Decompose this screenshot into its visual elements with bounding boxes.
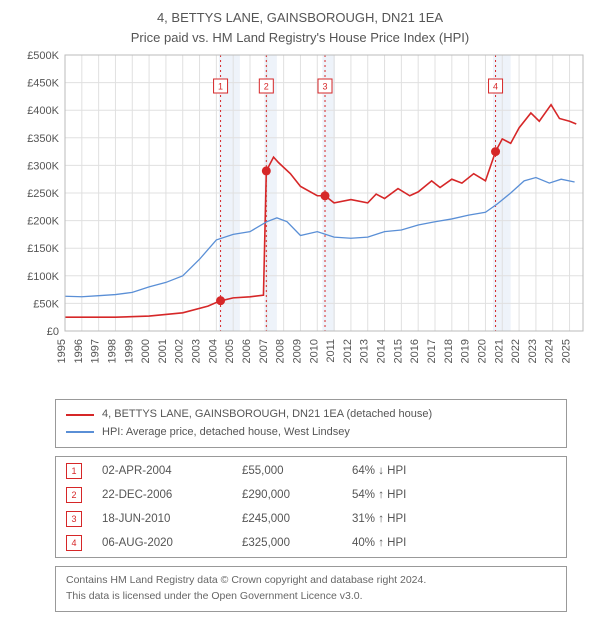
svg-text:2004: 2004 [207, 339, 219, 363]
svg-text:2001: 2001 [156, 339, 168, 363]
svg-text:2020: 2020 [476, 339, 488, 363]
transaction-price: £325,000 [242, 537, 352, 549]
chart-container: 4, BETTYS LANE, GAINSBOROUGH, DN21 1EA P… [0, 0, 600, 622]
transaction-marker: 2 [66, 487, 82, 503]
svg-text:2019: 2019 [459, 339, 471, 363]
svg-text:2024: 2024 [543, 339, 555, 363]
legend-label: HPI: Average price, detached house, West… [102, 424, 350, 442]
attribution-line-2: This data is licensed under the Open Gov… [66, 589, 556, 605]
svg-text:2010: 2010 [308, 339, 320, 363]
svg-text:2003: 2003 [190, 339, 202, 363]
svg-text:2017: 2017 [426, 339, 438, 363]
svg-text:2007: 2007 [257, 339, 269, 363]
legend-swatch [66, 414, 94, 416]
legend: 4, BETTYS LANE, GAINSBOROUGH, DN21 1EA (… [55, 399, 567, 448]
svg-text:2015: 2015 [392, 339, 404, 363]
transaction-price: £290,000 [242, 489, 352, 501]
svg-text:£100K: £100K [27, 271, 59, 283]
title-address: 4, BETTYS LANE, GAINSBOROUGH, DN21 1EA [10, 8, 590, 28]
transaction-price: £55,000 [242, 465, 352, 477]
svg-text:2012: 2012 [341, 339, 353, 363]
transaction-marker: 1 [66, 463, 82, 479]
transaction-delta: 31% ↑ HPI [352, 513, 472, 525]
transaction-delta: 40% ↑ HPI [352, 537, 472, 549]
svg-text:1997: 1997 [89, 339, 101, 363]
transaction-delta: 54% ↑ HPI [352, 489, 472, 501]
legend-item: 4, BETTYS LANE, GAINSBOROUGH, DN21 1EA (… [66, 406, 556, 424]
svg-text:4: 4 [493, 82, 498, 92]
svg-text:2016: 2016 [409, 339, 421, 363]
transaction-date: 22-DEC-2006 [102, 489, 242, 501]
line-chart: £0 £50K £100K £150K £200K £250K £300K £350K £400… [13, 51, 588, 391]
transaction-price: £245,000 [242, 513, 352, 525]
svg-text:2013: 2013 [358, 339, 370, 363]
svg-text:£500K: £500K [27, 51, 59, 62]
legend-item: HPI: Average price, detached house, West… [66, 424, 556, 442]
svg-text:1998: 1998 [106, 339, 118, 363]
svg-text:2025: 2025 [560, 339, 572, 363]
svg-text:2000: 2000 [140, 339, 152, 363]
svg-text:2014: 2014 [375, 339, 387, 363]
svg-text:2011: 2011 [325, 339, 337, 363]
svg-text:£250K: £250K [27, 188, 59, 200]
legend-label: 4, BETTYS LANE, GAINSBOROUGH, DN21 1EA (… [102, 406, 432, 424]
transaction-marker: 3 [66, 511, 82, 527]
svg-text:2023: 2023 [526, 339, 538, 363]
legend-swatch [66, 431, 94, 433]
svg-text:£350K: £350K [27, 133, 59, 145]
svg-text:2021: 2021 [493, 339, 505, 363]
title-subtitle: Price paid vs. HM Land Registry's House … [10, 28, 590, 48]
svg-text:2005: 2005 [224, 339, 236, 363]
svg-text:2022: 2022 [510, 339, 522, 363]
svg-text:2: 2 [263, 82, 268, 92]
svg-text:2018: 2018 [442, 339, 454, 363]
attribution: Contains HM Land Registry data © Crown c… [55, 566, 567, 612]
transactions-table: 1 02-APR-2004£55,00064% ↓ HPI 2 22-DEC-2006… [55, 456, 567, 558]
svg-text:£400K: £400K [27, 105, 59, 117]
transaction-marker: 4 [66, 535, 82, 551]
transaction-date: 18-JUN-2010 [102, 513, 242, 525]
transaction-date: 06-AUG-2020 [102, 537, 242, 549]
svg-text:£50K: £50K [33, 298, 59, 310]
svg-text:2006: 2006 [241, 339, 253, 363]
svg-text:1999: 1999 [123, 339, 135, 363]
svg-text:3: 3 [322, 82, 327, 92]
svg-text:£150K: £150K [27, 243, 59, 255]
svg-text:2009: 2009 [291, 339, 303, 363]
svg-text:£450K: £450K [27, 78, 59, 90]
svg-text:2002: 2002 [173, 339, 185, 363]
chart-svg: £0 £50K £100K £150K £200K £250K £300K £350K £400… [13, 51, 588, 391]
svg-text:£200K: £200K [27, 216, 59, 228]
svg-text:£300K: £300K [27, 160, 59, 172]
svg-text:2008: 2008 [274, 339, 286, 363]
svg-text:1996: 1996 [72, 339, 84, 363]
chart-title: 4, BETTYS LANE, GAINSBOROUGH, DN21 1EA P… [10, 8, 590, 47]
svg-text:1995: 1995 [56, 339, 68, 363]
transaction-date: 02-APR-2004 [102, 465, 242, 477]
attribution-line-1: Contains HM Land Registry data © Crown c… [66, 573, 556, 589]
svg-text:£0: £0 [46, 326, 58, 338]
transaction-delta: 64% ↓ HPI [352, 465, 472, 477]
svg-text:1: 1 [218, 82, 223, 92]
